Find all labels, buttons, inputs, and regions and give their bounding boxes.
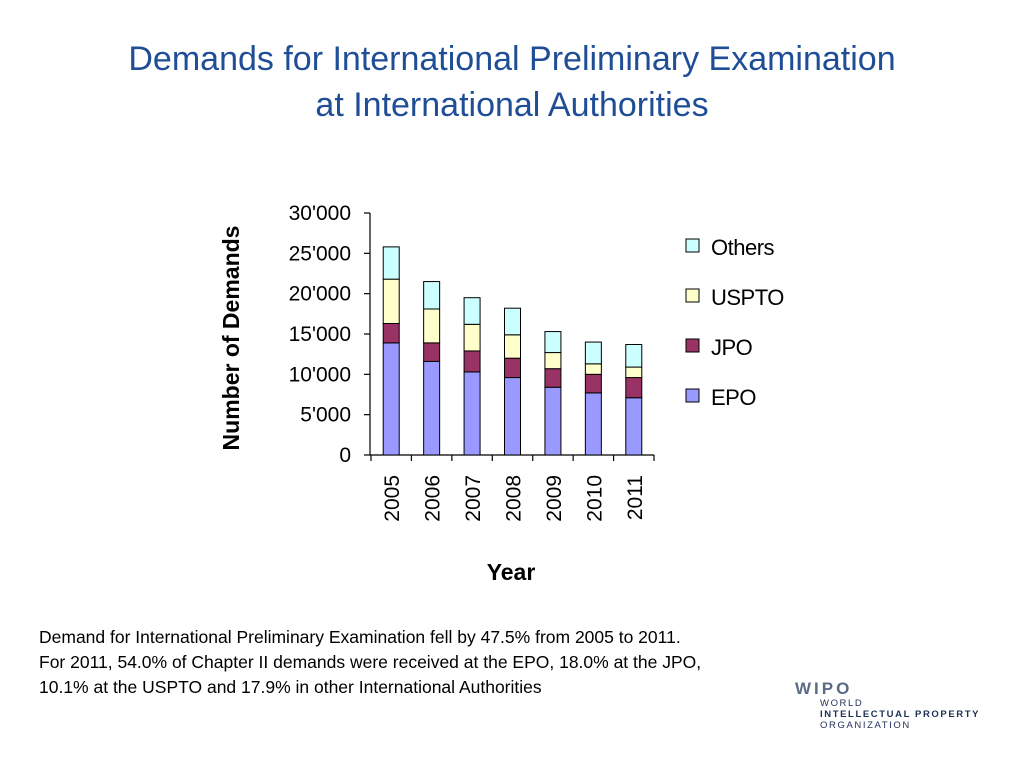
bar-segment-uspto-2008 [504,334,521,359]
x-tick-label: 2007 [462,475,485,522]
y-tick-label: 5'000 [300,404,351,427]
title-line-1: Demands for International Preliminary Ex… [128,40,896,78]
title-line-2: at International Authorities [315,86,709,124]
caption-line-3: 10.1% at the USPTO and 17.9% in other In… [39,677,542,697]
x-tick-label: 2008 [503,475,526,522]
x-tick-label: 2009 [543,475,566,522]
bar-segment-epo-2010 [584,392,602,456]
bar-segment-others-2011 [625,343,643,368]
bar-segment-others-2005 [382,246,400,280]
bar-segment-others-2007 [463,297,481,325]
caption-line-1: Demand for International Preliminary Exa… [39,627,681,647]
bar-segment-epo-2008 [504,377,521,456]
legend-label-others: Others [711,235,775,260]
y-axis-title: Number of Demands [218,226,244,451]
x-axis-title: Year [487,559,536,585]
logo-line-organization: ORGANIZATION [820,720,911,731]
bar-segment-uspto-2006 [423,308,441,344]
bar-segment-others-2009 [544,331,562,354]
bar-segment-others-2010 [584,341,602,365]
wipo-logo: WIPO WORLD INTELLECTUAL PROPERTY ORGANIZ… [795,679,981,732]
logo-line-intellectual-property: INTELLECTUAL PROPERTY [820,709,981,720]
bar-segment-uspto-2005 [382,278,400,325]
x-tick-label: 2010 [583,475,606,522]
bar-segment-jpo-2007 [463,350,481,373]
y-tick-label: 20'000 [289,283,351,306]
bar-segment-jpo-2009 [544,368,562,388]
x-tick-label: 2005 [381,475,404,522]
legend-label-jpo: JPO [711,335,753,360]
bar-segment-jpo-2006 [423,342,441,362]
bar-segment-jpo-2008 [504,357,521,379]
bar-segment-others-2006 [423,281,441,310]
legend-swatch-others [685,238,700,253]
legend-swatch-uspto [685,288,700,303]
slide-title: Demands for International Preliminary Ex… [0,36,1024,128]
bar-segment-jpo-2010 [584,373,602,394]
logo-wordmark: WIPO [795,679,853,698]
bar-segment-uspto-2011 [625,366,643,379]
bar-segment-jpo-2011 [625,377,643,399]
y-tick-label: 25'000 [289,242,351,265]
bar-segment-uspto-2010 [584,363,602,375]
stacked-bar-chart: 0 5'000 10'000 15'000 20'000 25'000 30'000 2005… [218,202,785,585]
y-tick-label: 0 [339,444,351,467]
bar-segment-epo-2007 [463,371,481,456]
y-tick-label: 15'000 [289,323,351,346]
bar-segment-epo-2009 [544,386,562,456]
x-tick-label: 2011 [624,475,647,520]
legend-swatch-epo [685,388,700,403]
bar-segment-uspto-2009 [544,352,562,370]
y-tick-label: 30'000 [289,202,351,225]
legend-label-uspto: USPTO [711,285,784,310]
legend-label-epo: EPO [711,385,756,410]
bar-segment-others-2008 [504,307,521,336]
logo-line-world: WORLD [820,698,864,709]
y-tick-label: 10'000 [289,363,351,386]
x-tick-label: 2006 [422,475,445,522]
caption-line-2: For 2011, 54.0% of Chapter II demands we… [39,652,702,672]
bar-segment-jpo-2005 [382,323,400,344]
bar-segment-uspto-2007 [463,323,481,352]
slide-caption: Demand for International Preliminary Exa… [39,625,939,700]
bar-segment-epo-2011 [625,397,643,456]
legend-swatch-jpo [685,338,700,353]
bar-segment-epo-2006 [423,360,441,456]
bar-segment-epo-2005 [382,342,400,456]
